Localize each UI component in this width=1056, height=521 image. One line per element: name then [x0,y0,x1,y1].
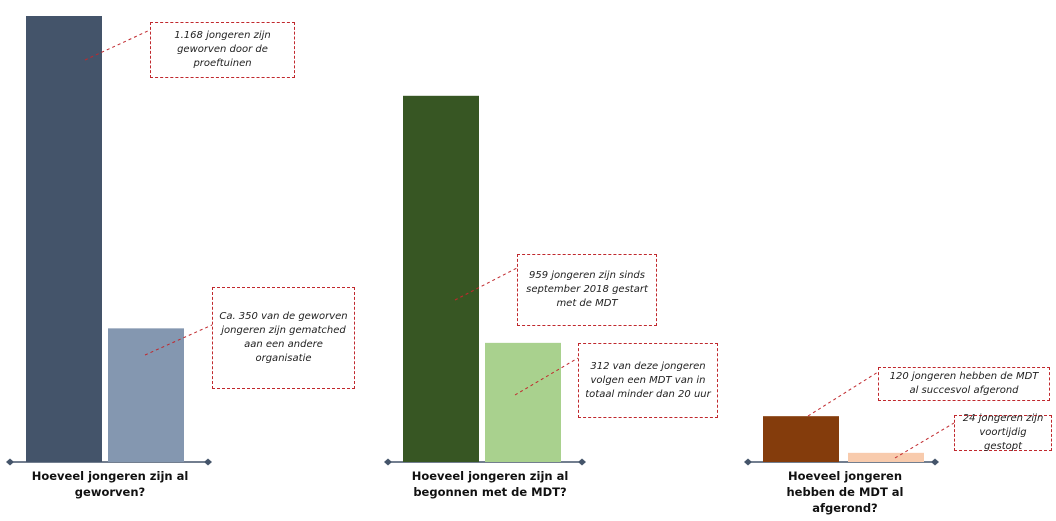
annotation-started: 959 jongeren zijn sinds september 2018 g… [517,254,657,326]
bar-1-1 [26,16,102,462]
category-label-3: Hoeveel jongeren hebben de MDT al afgero… [786,469,904,515]
bar-3-1 [763,416,839,462]
annotation-completed: 120 jongeren hebben de MDT al succesvol … [878,367,1050,401]
annotation-matched: Ca. 350 van de geworven jongeren zijn ge… [212,287,355,389]
axis-end-marker [384,458,392,466]
axis-end-marker [204,458,212,466]
annotation-short-mdt: 312 van deze jongeren volgen een MDT van… [578,343,718,418]
bar-3-2 [848,452,924,462]
category-label-2: Hoeveel jongeren zijn al begonnen met de… [411,469,569,499]
annotation-leader-4 [514,357,579,396]
bar-2-2 [485,342,561,462]
annotation-leader-6 [894,422,955,459]
axis-end-marker [931,458,939,466]
axis-end-marker [744,458,752,466]
axis-end-marker [6,458,14,466]
category-label-1: Hoeveel jongeren zijn al geworven? [31,469,189,499]
bar-2-1 [403,95,479,462]
axis-end-marker [578,458,586,466]
annotation-stopped: 24 jongeren zijn voortijdig gestopt [954,413,1052,452]
bar-1-2 [108,328,184,462]
annotation-recruited: 1.168 jongeren zijn geworven door de pro… [150,22,295,78]
annotation-leader-2 [144,324,213,356]
annotation-leader-5 [807,371,879,417]
